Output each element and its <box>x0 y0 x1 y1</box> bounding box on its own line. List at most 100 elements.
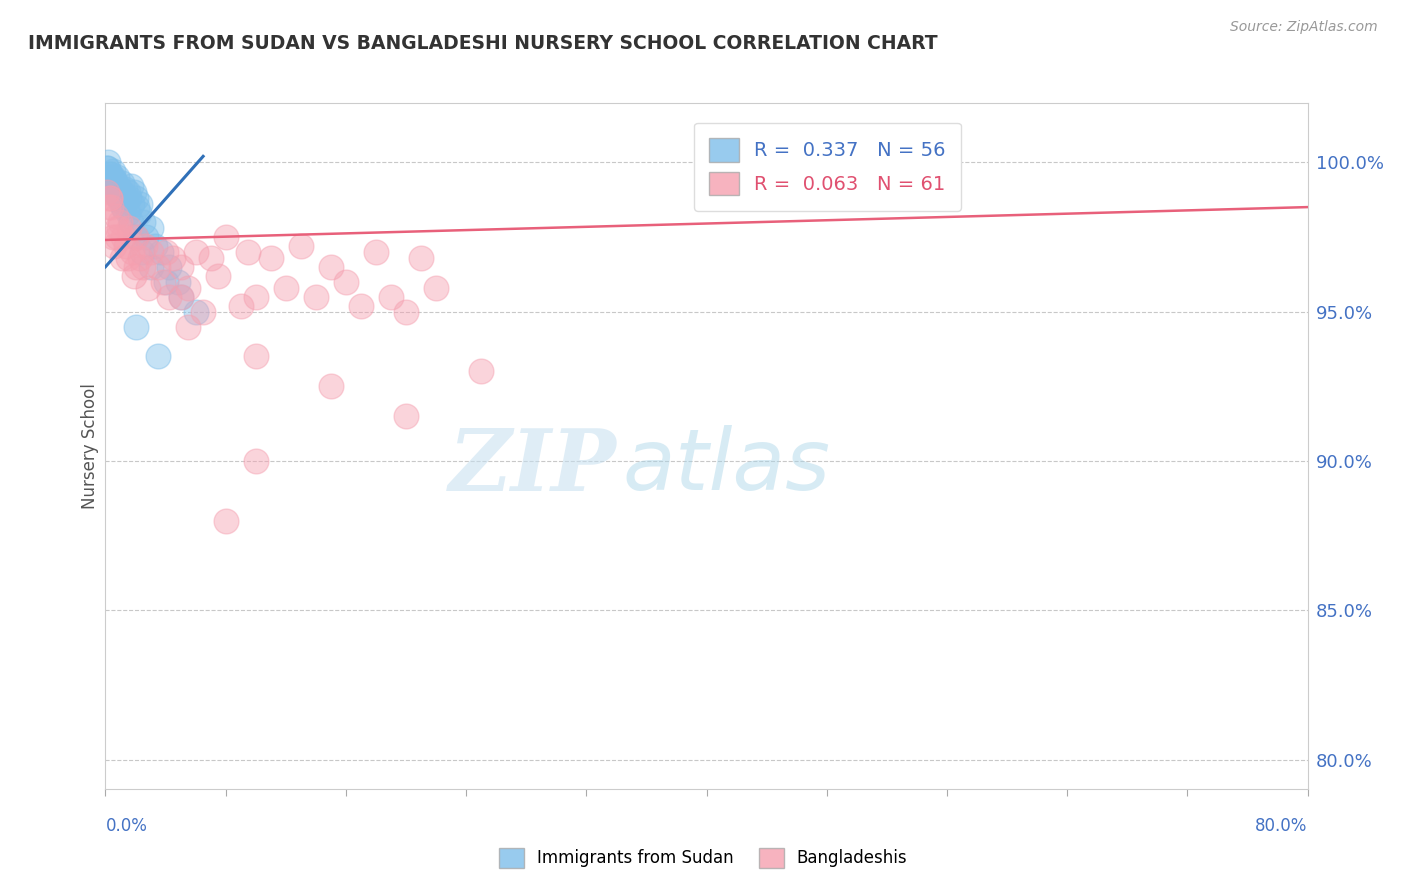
Point <box>214 514 236 528</box>
Point <box>104 182 127 196</box>
Point <box>169 260 191 274</box>
Point <box>121 197 143 211</box>
Point <box>146 260 169 274</box>
Text: ZIP: ZIP <box>449 425 616 508</box>
Point <box>122 185 145 199</box>
Point <box>274 281 297 295</box>
Point <box>169 290 191 304</box>
Point <box>112 230 135 244</box>
Point <box>245 350 267 364</box>
Point <box>115 239 138 253</box>
Point <box>110 215 132 229</box>
Point <box>395 304 418 318</box>
Legend: Immigrants from Sudan, Bangladeshis: Immigrants from Sudan, Bangladeshis <box>492 841 914 875</box>
Point <box>111 176 134 190</box>
Point <box>124 319 146 334</box>
Point <box>114 191 136 205</box>
Point <box>124 230 146 244</box>
Text: atlas: atlas <box>623 425 831 508</box>
Point <box>98 167 121 181</box>
Point <box>110 194 132 208</box>
Point <box>124 191 146 205</box>
Point <box>104 176 127 190</box>
Point <box>335 275 357 289</box>
Point <box>98 167 121 181</box>
Point <box>380 290 402 304</box>
Point <box>319 260 342 274</box>
Point <box>143 239 166 253</box>
Point <box>120 215 142 229</box>
Point <box>409 251 432 265</box>
Point <box>169 290 191 304</box>
Point <box>97 200 120 214</box>
Point <box>114 182 136 196</box>
Point <box>100 179 122 194</box>
Point <box>350 299 373 313</box>
Text: Source: ZipAtlas.com: Source: ZipAtlas.com <box>1230 21 1378 34</box>
Point <box>364 244 387 259</box>
Point <box>100 200 122 214</box>
Point <box>157 260 180 274</box>
Point <box>101 164 124 178</box>
Point <box>131 244 153 259</box>
Point <box>112 200 135 214</box>
Point <box>98 191 121 205</box>
Point <box>100 185 122 199</box>
Point <box>121 244 143 259</box>
Point <box>229 299 252 313</box>
Point <box>118 221 141 235</box>
Point <box>120 179 142 194</box>
Legend: R =  0.337   N = 56, R =  0.063   N = 61: R = 0.337 N = 56, R = 0.063 N = 61 <box>695 122 962 211</box>
Point <box>191 304 214 318</box>
Point <box>103 239 125 253</box>
Text: 0.0%: 0.0% <box>105 817 148 835</box>
Point <box>395 409 418 424</box>
Point <box>132 215 155 229</box>
Point <box>139 221 162 235</box>
Point <box>184 304 207 318</box>
Point <box>117 206 139 220</box>
Point <box>103 185 125 199</box>
Point <box>96 185 118 199</box>
Point <box>111 185 134 199</box>
Point <box>98 191 121 205</box>
Point <box>238 244 260 259</box>
Point <box>177 281 200 295</box>
Point <box>108 182 131 196</box>
Point <box>96 161 118 176</box>
Point <box>124 260 146 274</box>
Point <box>132 260 155 274</box>
Point <box>155 275 177 289</box>
Point <box>98 176 121 190</box>
Point <box>214 230 236 244</box>
Point <box>118 191 141 205</box>
Point <box>107 230 129 244</box>
Point <box>200 251 222 265</box>
Point <box>207 268 229 283</box>
Point <box>101 170 124 185</box>
Point <box>96 161 118 176</box>
Point <box>103 173 125 187</box>
Point <box>157 290 180 304</box>
Point <box>107 188 129 202</box>
Point <box>260 251 283 265</box>
Point <box>134 239 156 253</box>
Point <box>290 239 312 253</box>
Point <box>100 179 122 194</box>
Point <box>135 230 157 244</box>
Point <box>136 281 159 295</box>
Point <box>108 191 131 205</box>
Point <box>155 244 177 259</box>
Point <box>110 185 132 199</box>
Point <box>125 200 148 214</box>
Point <box>124 230 146 244</box>
Point <box>139 244 162 259</box>
Point <box>152 275 174 289</box>
Point <box>111 251 134 265</box>
Point <box>122 268 145 283</box>
Text: IMMIGRANTS FROM SUDAN VS BANGLADESHI NURSERY SCHOOL CORRELATION CHART: IMMIGRANTS FROM SUDAN VS BANGLADESHI NUR… <box>28 34 938 53</box>
Point <box>162 251 184 265</box>
Point <box>115 194 138 208</box>
Point <box>139 260 162 274</box>
Point <box>97 173 120 187</box>
